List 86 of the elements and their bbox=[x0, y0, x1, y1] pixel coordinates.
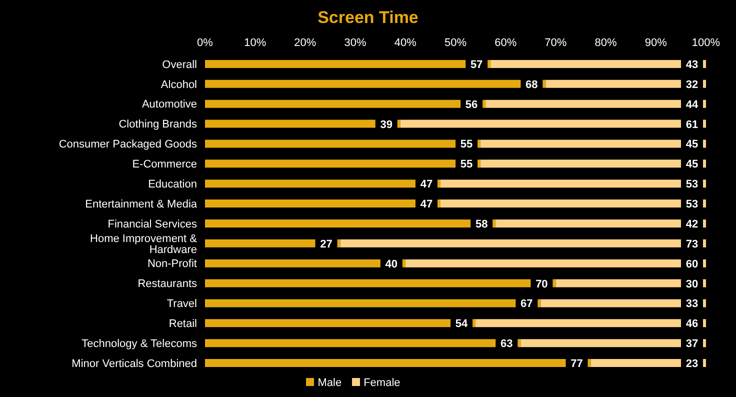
bar bbox=[400, 120, 706, 128]
bar bbox=[205, 80, 546, 88]
data-label: 54 bbox=[455, 318, 469, 330]
bar bbox=[205, 140, 481, 148]
data-label: 44 bbox=[686, 98, 699, 111]
data-label: 55 bbox=[460, 138, 473, 151]
data-label: 67 bbox=[520, 298, 533, 310]
bar bbox=[205, 160, 481, 168]
legend-label: Female bbox=[364, 377, 400, 389]
bar bbox=[205, 200, 440, 208]
x-tick-label: 20% bbox=[294, 37, 316, 49]
x-tick-label: 10% bbox=[244, 37, 266, 49]
bar bbox=[205, 299, 541, 308]
y-tick-label: Education bbox=[148, 178, 197, 190]
x-tick-label: 30% bbox=[344, 37, 367, 49]
bar bbox=[205, 359, 591, 368]
data-label: 57 bbox=[470, 58, 483, 71]
bar bbox=[205, 60, 491, 68]
bar bbox=[205, 319, 476, 328]
data-label: 46 bbox=[686, 318, 698, 330]
bar bbox=[490, 60, 706, 68]
y-tick-label: Retail bbox=[168, 318, 197, 330]
data-label: 39 bbox=[380, 118, 393, 131]
bar bbox=[205, 219, 496, 228]
y-tick-label: Alcohol bbox=[160, 78, 197, 91]
data-label: 40 bbox=[385, 258, 398, 270]
data-label: 27 bbox=[320, 238, 332, 250]
x-tick-label: 40% bbox=[394, 37, 417, 49]
y-tick-label: Consumer Packaged Goods bbox=[58, 138, 198, 151]
data-label: 45 bbox=[686, 138, 698, 151]
chart-title: Screen Time bbox=[316, 7, 420, 29]
x-tick-label: 0% bbox=[197, 37, 214, 49]
x-tick-label: 50% bbox=[444, 37, 467, 49]
y-tick-label: Technology & Telecoms bbox=[82, 338, 198, 350]
data-label: 30 bbox=[686, 278, 698, 290]
data-label: 43 bbox=[686, 58, 698, 71]
data-label: 23 bbox=[686, 358, 698, 370]
bar bbox=[205, 339, 521, 348]
y-tick-label: E-Commerce bbox=[132, 158, 197, 171]
data-label: 55 bbox=[460, 158, 473, 171]
data-label: 77 bbox=[570, 358, 583, 370]
data-label: 53 bbox=[686, 198, 698, 211]
data-label: 61 bbox=[686, 118, 698, 131]
bar bbox=[476, 319, 706, 328]
bar bbox=[486, 100, 706, 108]
data-label: 56 bbox=[465, 98, 478, 111]
y-tick-label: Non-Profit bbox=[147, 258, 197, 270]
y-tick-label: Entertainment & Media bbox=[85, 198, 198, 210]
data-label: 42 bbox=[686, 218, 698, 230]
legend-label: Male bbox=[318, 377, 342, 389]
bar bbox=[480, 160, 706, 168]
bar bbox=[405, 259, 706, 268]
data-label: 47 bbox=[420, 198, 433, 211]
data-label: 37 bbox=[686, 338, 698, 350]
data-label: 60 bbox=[686, 258, 698, 270]
x-tick-label: 70% bbox=[544, 37, 567, 49]
bar bbox=[440, 200, 706, 208]
data-label: 68 bbox=[526, 78, 538, 91]
bar bbox=[205, 279, 556, 288]
data-label: 33 bbox=[686, 298, 698, 310]
y-tick-label: Home Improvement & Hardware bbox=[90, 232, 198, 256]
x-tick-label: 100% bbox=[692, 37, 720, 49]
bar bbox=[205, 180, 440, 188]
y-tick-label: Travel bbox=[166, 298, 197, 310]
data-label: 63 bbox=[500, 338, 513, 350]
y-tick-label: Overall bbox=[162, 58, 197, 71]
x-tick-label: 90% bbox=[644, 37, 668, 49]
y-tick-label: Automotive bbox=[142, 98, 197, 111]
bar bbox=[340, 239, 706, 248]
bar bbox=[480, 140, 706, 148]
data-label: 47 bbox=[420, 178, 433, 191]
x-tick-label: 60% bbox=[494, 37, 517, 49]
bar bbox=[205, 100, 486, 108]
data-label: 32 bbox=[686, 78, 698, 91]
y-tick-label: Minor Verticals Combined bbox=[72, 358, 197, 370]
data-label: 53 bbox=[686, 178, 698, 191]
data-label: 58 bbox=[475, 218, 488, 230]
data-label: 70 bbox=[536, 278, 548, 290]
y-tick-label: Financial Services bbox=[108, 218, 198, 230]
y-tick-label: Restaurants bbox=[138, 278, 198, 290]
y-tick-label: Clothing Brands bbox=[118, 118, 198, 131]
bar bbox=[440, 180, 706, 188]
x-tick-label: 80% bbox=[594, 37, 618, 49]
data-label: 45 bbox=[686, 158, 698, 171]
data-label: 73 bbox=[686, 238, 698, 250]
bar bbox=[496, 219, 706, 228]
